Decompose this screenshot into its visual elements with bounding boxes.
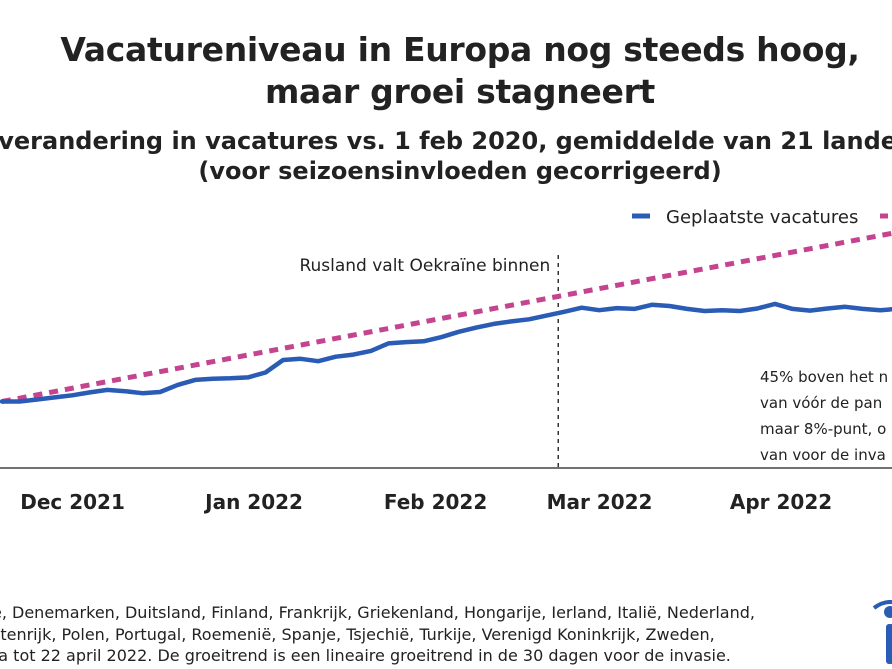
event-label-0: Rusland valt Oekraïne binnen (299, 256, 550, 276)
line-chart: Geplaatste vacatures Rusland valt Oekraï… (0, 207, 892, 514)
footnote-line-2: stenrijk, Polen, Portugal, Roemenië, Spa… (0, 625, 715, 644)
x-tick-label-0: Dec 2021 (20, 490, 125, 514)
chart-title-line-1: Vacatureniveau in Europa nog steeds hoog… (60, 30, 860, 69)
series-line-geplaatste-vacatures (0, 301, 892, 404)
annotation-line-0: 45% boven het n (760, 368, 888, 386)
annotation-line-2: maar 8%-punt, o (760, 420, 886, 438)
x-tick-label-3: Mar 2022 (547, 490, 653, 514)
footnote-line-1: ë, Denemarken, Duitsland, Finland, Frank… (0, 603, 755, 622)
x-axis-tick-labels: Dec 2021 Jan 2022 Feb 2022 Mar 2022 Apr 2022 (20, 490, 832, 514)
annotation-text: 45% boven het n van vóór de pan maar 8%-pu… (760, 368, 888, 464)
event-marker: Rusland valt Oekraïne binnen (299, 255, 559, 468)
chart-title-line-2: maar groei stagneert (264, 72, 656, 111)
footnote-line-3: ta tot 22 april 2022. De groeitrend is e… (0, 646, 731, 665)
x-tick-label-1: Jan 2022 (203, 490, 303, 514)
series-lines (0, 230, 892, 404)
chart-subtitle-line-1: % verandering in vacatures vs. 1 feb 202… (0, 127, 892, 155)
legend-label-geplaatste-vacatures: Geplaatste vacatures (666, 207, 858, 228)
annotation-line-1: van vóór de pan (760, 394, 882, 412)
annotation-line-3: van voor de inva (760, 446, 886, 464)
x-tick-label-4: Apr 2022 (730, 490, 832, 514)
chart-subtitle-line-2: (voor seizoensinvloeden gecorrigeerd) (198, 157, 722, 185)
series-line-groeitrend (1, 230, 892, 404)
x-tick-label-2: Feb 2022 (384, 490, 487, 514)
legend: Geplaatste vacatures (632, 207, 892, 228)
indeed-logo-icon (872, 600, 892, 664)
